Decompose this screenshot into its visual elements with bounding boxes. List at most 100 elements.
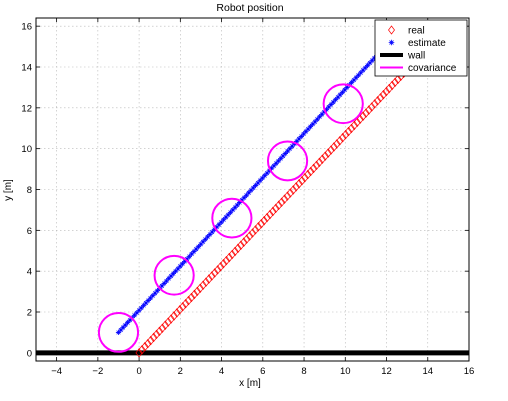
real-point <box>342 129 350 140</box>
real-point <box>176 305 184 315</box>
real-point <box>339 132 347 143</box>
estimate-point <box>326 104 332 110</box>
x-axis-label: x [m] <box>239 378 261 389</box>
real-point <box>254 222 262 232</box>
real-point <box>251 225 260 235</box>
estimate-point <box>339 89 346 95</box>
estimate-point <box>168 273 174 279</box>
real-point <box>144 338 152 349</box>
x-tick-label: 6 <box>260 366 265 377</box>
estimate-point <box>175 266 181 272</box>
estimate-point <box>152 290 158 296</box>
x-tick-label: 10 <box>340 366 351 377</box>
estimate-point <box>243 192 250 198</box>
real-point <box>365 105 373 115</box>
real-point <box>385 83 393 94</box>
estimate-point <box>273 160 279 166</box>
estimate-point <box>351 77 357 83</box>
real-point <box>333 139 341 149</box>
real-point <box>307 166 315 177</box>
estimate-point <box>264 170 270 176</box>
real-point <box>318 154 326 165</box>
real-point <box>240 237 248 247</box>
estimate-point <box>257 177 263 184</box>
y-tick-label: 12 <box>21 103 32 114</box>
x-tick-label: 14 <box>422 366 433 377</box>
real-point <box>371 99 379 109</box>
covariance-ellipse <box>97 312 140 353</box>
estimate-point <box>294 138 300 144</box>
real-point <box>330 142 338 152</box>
real-point <box>394 74 402 85</box>
estimate-point <box>367 60 373 66</box>
estimate-point <box>195 244 202 250</box>
real-point <box>353 117 361 128</box>
real-point <box>263 212 271 223</box>
real-point <box>260 215 268 226</box>
real-point <box>321 151 329 161</box>
estimate-point <box>312 119 318 125</box>
estimate-point <box>134 310 140 316</box>
estimate-point <box>323 106 330 113</box>
y-axis-label: y [m] <box>3 179 14 201</box>
real-point <box>368 102 376 112</box>
real-point <box>382 86 390 97</box>
real-point <box>278 197 286 208</box>
real-point <box>222 255 230 266</box>
real-point <box>205 274 213 284</box>
estimate-point <box>298 133 304 140</box>
estimate-point <box>230 207 236 213</box>
real-point <box>312 160 321 171</box>
estimate-point <box>321 109 327 115</box>
real-point <box>283 191 292 201</box>
real-point <box>388 80 396 91</box>
estimate-point <box>328 101 334 108</box>
real-point <box>304 169 312 180</box>
estimate-point <box>280 153 286 159</box>
estimate-point <box>360 67 366 73</box>
real-point <box>315 157 324 168</box>
estimate-point <box>332 97 339 103</box>
real-point <box>164 317 172 327</box>
estimate-point <box>369 57 375 64</box>
legend-label: real <box>408 26 425 37</box>
estimate-point <box>211 226 218 233</box>
estimate-point <box>268 165 275 171</box>
real-point <box>336 135 344 146</box>
real-point <box>138 344 146 355</box>
real-point <box>289 185 297 195</box>
y-tick-label: 0 <box>27 348 32 359</box>
estimate-point <box>234 202 240 208</box>
plot-data <box>36 35 469 358</box>
estimate-point <box>342 87 348 93</box>
estimate-point <box>198 241 204 247</box>
real-point <box>280 194 289 204</box>
estimate-point <box>170 271 176 277</box>
real-point <box>219 258 228 269</box>
y-tick-label: 6 <box>27 226 32 237</box>
estimate-point <box>173 268 179 274</box>
estimate-point <box>115 329 122 336</box>
real-point <box>179 301 187 312</box>
estimate-point <box>255 180 261 186</box>
real-point <box>248 228 257 238</box>
estimate-point <box>214 224 220 230</box>
estimate-point <box>216 222 222 228</box>
estimate-point <box>250 185 256 191</box>
real-point <box>257 218 265 229</box>
estimate-point <box>193 246 199 252</box>
x-tick-label: −4 <box>51 366 62 377</box>
estimate-point <box>358 70 364 76</box>
estimate-point <box>136 307 142 313</box>
estimate-point <box>166 275 172 282</box>
real-point <box>216 261 225 272</box>
estimate-point <box>209 229 215 235</box>
estimate-point <box>310 121 316 127</box>
x-tick-label: 8 <box>301 366 306 377</box>
estimate-point <box>150 293 156 299</box>
covariance-ellipse <box>266 140 309 182</box>
chart-title: Robot position <box>216 2 283 14</box>
estimate-point <box>227 209 234 215</box>
estimate-point <box>316 114 323 120</box>
estimate-point <box>182 258 188 264</box>
